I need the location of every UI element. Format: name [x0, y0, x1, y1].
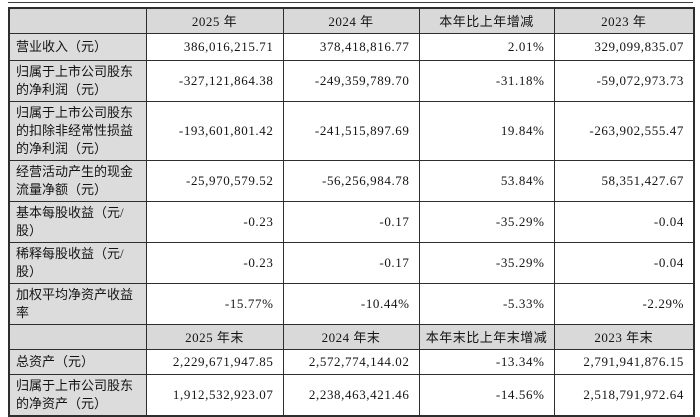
table-row-weighted-avg-roe: 加权平均净资产收益率 -15.77% -10.44% -5.33% -2.29%	[8, 282, 695, 325]
column-header-2024: 2024 年	[282, 7, 420, 34]
table-row-net-assets: 归属于上市公司股东的净资产（元） 1,912,532,923.07 2,238,…	[8, 373, 695, 416]
row-label-net-profit: 归属于上市公司股东的净利润（元）	[8, 59, 147, 102]
table-row-total-assets: 总资产（元） 2,229,671,947.85 2,572,774,144.02…	[8, 348, 695, 375]
value-cell: -56,256,984.78	[282, 159, 420, 202]
table-row-net-profit-excl-nonrecurring: 归属于上市公司股东的扣除非经常性损益的净利润（元） -193,601,801.4…	[8, 100, 695, 161]
value-cell: -241,515,897.69	[282, 100, 420, 161]
value-cell: 2,238,463,421.46	[282, 373, 420, 416]
value-cell: 386,016,215.71	[145, 32, 284, 61]
value-cell: -13.34%	[418, 348, 555, 375]
table-row-operating-cash-flow: 经营活动产生的现金流量净额（元） -25,970,579.52 -56,256,…	[8, 159, 695, 202]
value-cell: 2,229,671,947.85	[145, 348, 284, 375]
row-label-weighted-avg-roe: 加权平均净资产收益率	[8, 282, 147, 325]
value-cell: -31.18%	[418, 59, 555, 102]
value-cell: 58,351,427.67	[553, 159, 695, 202]
blank-header-cell	[8, 7, 147, 34]
row-label-basic-eps: 基本每股收益（元/股）	[8, 200, 147, 243]
period-header-row: 2025 年 2024 年 本年比上年增减 2023 年	[8, 7, 695, 34]
value-cell: -0.04	[553, 200, 695, 243]
column-header-2023: 2023 年	[553, 7, 695, 34]
value-cell: -2.29%	[553, 282, 695, 325]
value-cell: 19.84%	[418, 100, 555, 161]
value-cell: 2,791,941,876.15	[553, 348, 695, 375]
column-header-yoy-change: 本年比上年增减	[418, 7, 555, 34]
value-cell: 2.01%	[418, 32, 555, 61]
value-cell: -15.77%	[145, 282, 284, 325]
row-label-operating-cash-flow: 经营活动产生的现金流量净额（元）	[8, 159, 147, 202]
table-row-diluted-eps: 稀释每股收益（元/股） -0.23 -0.17 -35.29% -0.04	[8, 241, 695, 284]
value-cell: 2,518,791,972.64	[553, 373, 695, 416]
value-cell: -263,902,555.47	[553, 100, 695, 161]
table-row-revenue: 营业收入（元） 386,016,215.71 378,418,816.77 2.…	[8, 32, 695, 61]
top-divider	[8, 2, 693, 3]
row-label-net-assets: 归属于上市公司股东的净资产（元）	[8, 373, 147, 416]
value-cell: -0.17	[282, 200, 420, 243]
table-row-net-profit: 归属于上市公司股东的净利润（元） -327,121,864.38 -249,35…	[8, 59, 695, 102]
row-label-diluted-eps: 稀释每股收益（元/股）	[8, 241, 147, 284]
value-cell: -193,601,801.42	[145, 100, 284, 161]
value-cell: 1,912,532,923.07	[145, 373, 284, 416]
value-cell: -0.23	[145, 200, 284, 243]
value-cell: -0.17	[282, 241, 420, 284]
value-cell: -25,970,579.52	[145, 159, 284, 202]
value-cell: -0.04	[553, 241, 695, 284]
value-cell: 378,418,816.77	[282, 32, 420, 61]
row-label-total-assets: 总资产（元）	[8, 348, 147, 375]
column-header-yearend-change: 本年末比上年末增减	[418, 323, 555, 350]
value-cell: 2,572,774,144.02	[282, 348, 420, 375]
column-header-2023-yearend: 2023 年末	[553, 323, 695, 350]
column-header-2025: 2025 年	[145, 7, 284, 34]
row-label-revenue: 营业收入（元）	[8, 32, 147, 61]
column-header-2025-yearend: 2025 年末	[145, 323, 284, 350]
value-cell: -59,072,973.73	[553, 59, 695, 102]
yearend-header-row: 2025 年末 2024 年末 本年末比上年末增减 2023 年末	[8, 323, 695, 350]
row-label-net-profit-excl-nonrecurring: 归属于上市公司股东的扣除非经常性损益的净利润（元）	[8, 100, 147, 161]
table-row-basic-eps: 基本每股收益（元/股） -0.23 -0.17 -35.29% -0.04	[8, 200, 695, 243]
value-cell: -35.29%	[418, 200, 555, 243]
value-cell: -327,121,864.38	[145, 59, 284, 102]
value-cell: -35.29%	[418, 241, 555, 284]
page: 2025 年 2024 年 本年比上年增减 2023 年 营业收入（元） 386…	[8, 2, 695, 417]
column-header-2024-yearend: 2024 年末	[282, 323, 420, 350]
value-cell: -14.56%	[418, 373, 555, 416]
value-cell: -249,359,789.70	[282, 59, 420, 102]
value-cell: -10.44%	[282, 282, 420, 325]
value-cell: 329,099,835.07	[553, 32, 695, 61]
financial-summary-table: 2025 年 2024 年 本年比上年增减 2023 年 营业收入（元） 386…	[8, 7, 695, 417]
blank-header-cell	[8, 323, 147, 350]
value-cell: -5.33%	[418, 282, 555, 325]
value-cell: -0.23	[145, 241, 284, 284]
value-cell: 53.84%	[418, 159, 555, 202]
